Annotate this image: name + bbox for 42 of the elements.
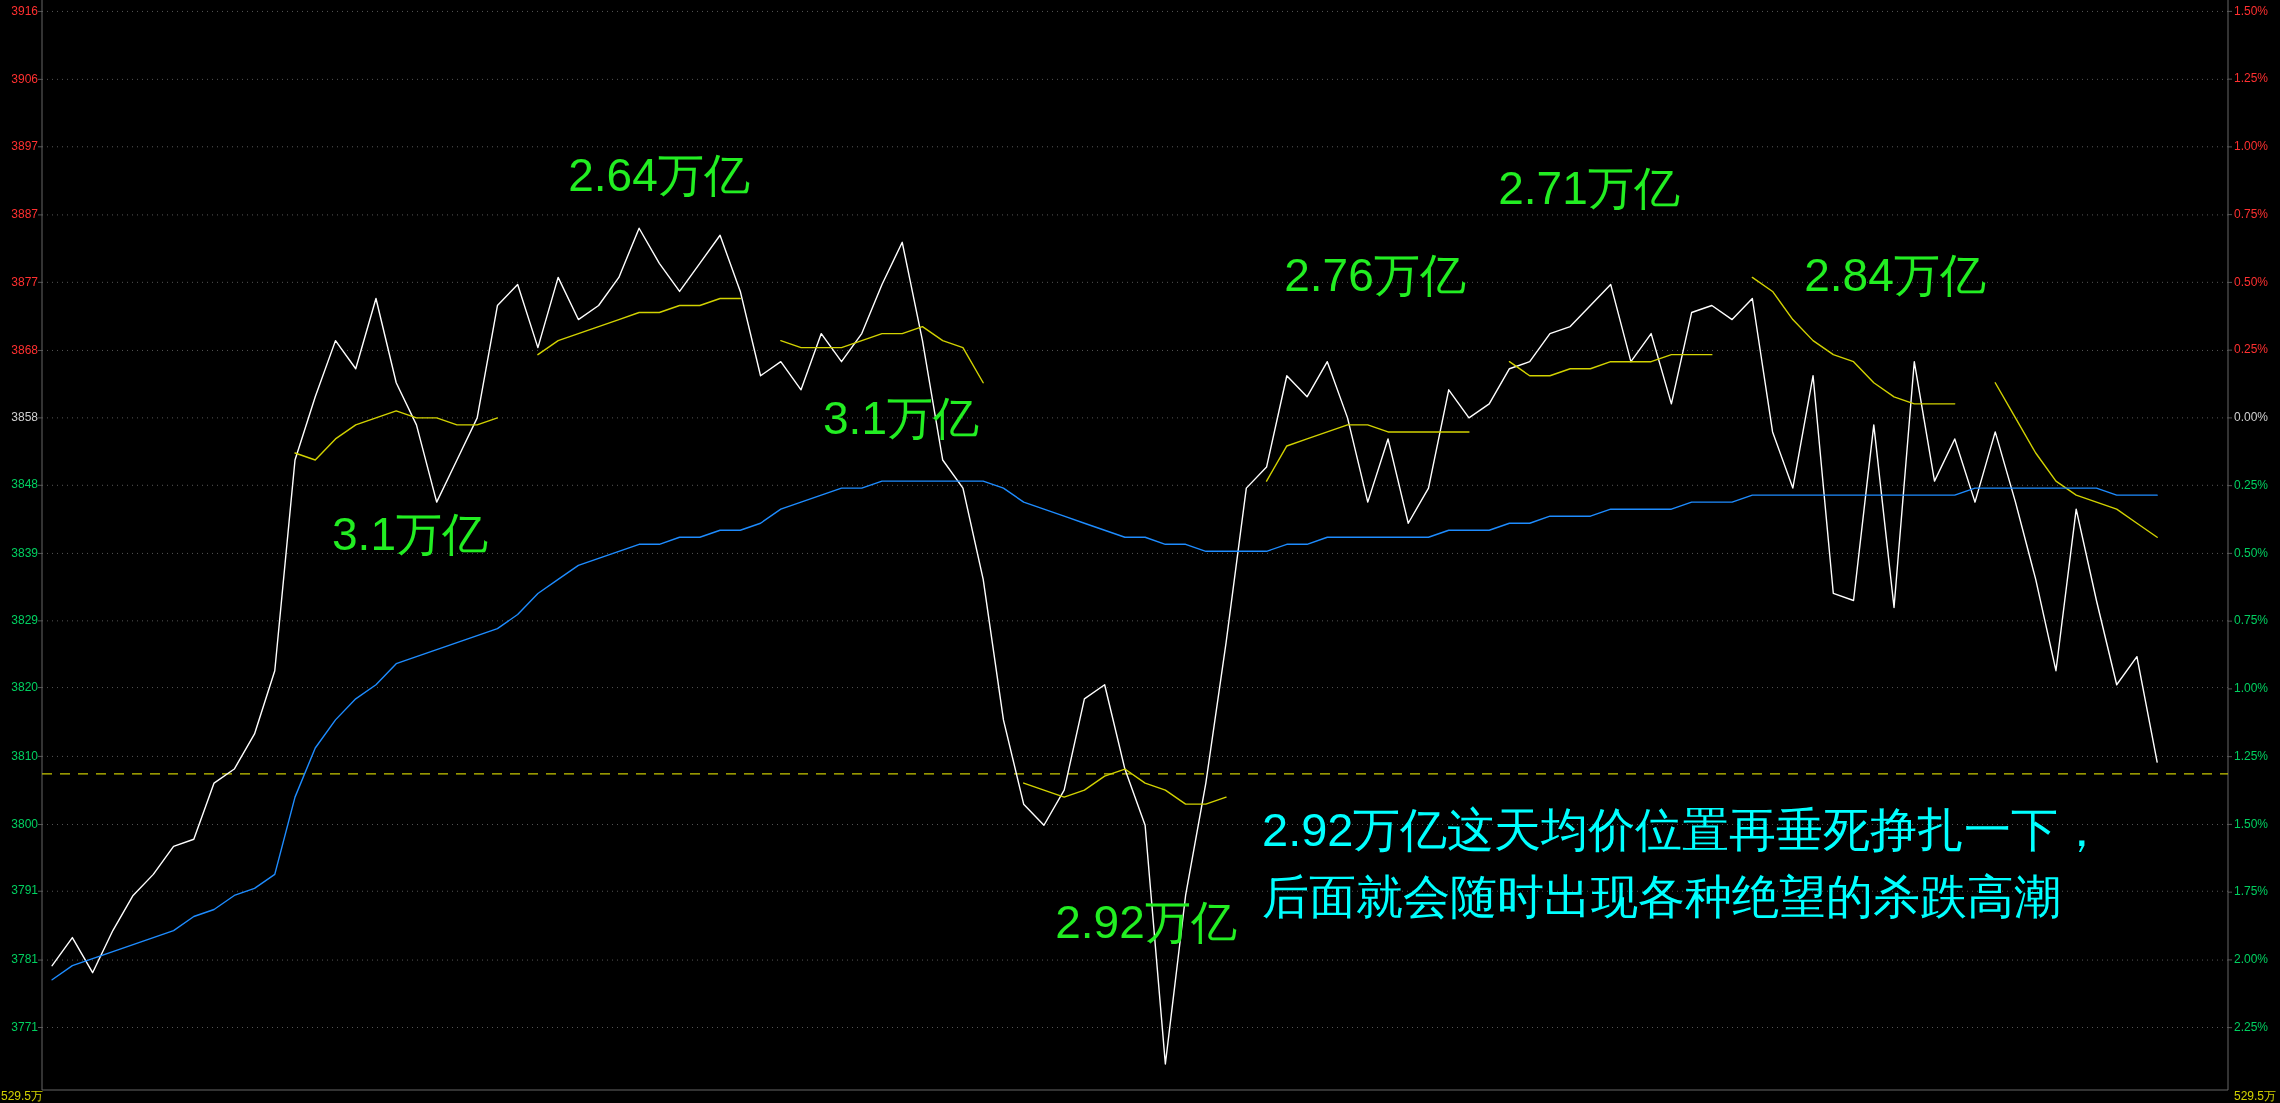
annotation: 529.5万	[1, 1089, 44, 1103]
y-tick-label: 3877	[11, 274, 39, 289]
y-tick-label: 3897	[11, 138, 39, 153]
y2-tick-label: 0.25%	[2234, 477, 2269, 492]
annotation: 2.64万亿	[568, 149, 750, 202]
y2-tick-label: 1.50%	[2234, 3, 2269, 18]
annotation: 2.71万亿	[1498, 162, 1680, 215]
y-tick-label: 3868	[11, 342, 39, 357]
y-tick-label: 3829	[11, 613, 39, 628]
y2-tick-label: 1.00%	[2234, 139, 2269, 154]
annotation: 2.76万亿	[1284, 249, 1466, 302]
y-tick-label: 3916	[11, 3, 39, 18]
y2-tick-label: 0.00%	[2234, 410, 2269, 425]
y2-tick-label: 0.75%	[2234, 613, 2269, 628]
y2-tick-label: 2.00%	[2234, 952, 2269, 967]
y-tick-label: 3800	[11, 816, 39, 831]
y2-tick-label: 1.25%	[2234, 748, 2269, 763]
y-tick-label: 3791	[11, 883, 39, 898]
y2-tick-label: 1.50%	[2234, 816, 2269, 831]
y-tick-label: 3781	[11, 952, 39, 967]
y2-tick-label: 0.50%	[2234, 274, 2269, 289]
y2-tick-label: 0.50%	[2234, 545, 2269, 560]
y2-tick-label: 0.75%	[2234, 206, 2269, 221]
y-tick-label: 3820	[11, 679, 39, 694]
annotation: 3.1万亿	[332, 508, 488, 561]
line-series	[51, 480, 2158, 981]
y2-tick-label: 1.75%	[2234, 884, 2269, 899]
annotation: 2.84万亿	[1804, 249, 1986, 302]
y-tick-label: 3848	[11, 477, 39, 492]
ref-line-label: 2.92万亿这天均价位置再垂死挣扎一下，后面就会随时出现各种绝望的杀跌高潮	[1262, 802, 2106, 923]
y2-tick-label: 1.00%	[2234, 681, 2269, 696]
y2-tick-label: 2.25%	[2234, 1019, 2269, 1034]
y-tick-label: 3858	[11, 410, 39, 425]
y-tick-label: 3810	[11, 748, 39, 763]
y-tick-label: 3887	[11, 207, 39, 222]
y-tick-label: 3906	[11, 71, 39, 86]
y-tick-label: 3771	[11, 1019, 39, 1034]
text: 529.5万	[2234, 1089, 2277, 1103]
y2-tick-label: 0.25%	[2234, 342, 2269, 357]
line-series	[51, 227, 2158, 1065]
y2-tick-label: 1.25%	[2234, 71, 2269, 86]
y-tick-label: 3839	[11, 545, 39, 560]
